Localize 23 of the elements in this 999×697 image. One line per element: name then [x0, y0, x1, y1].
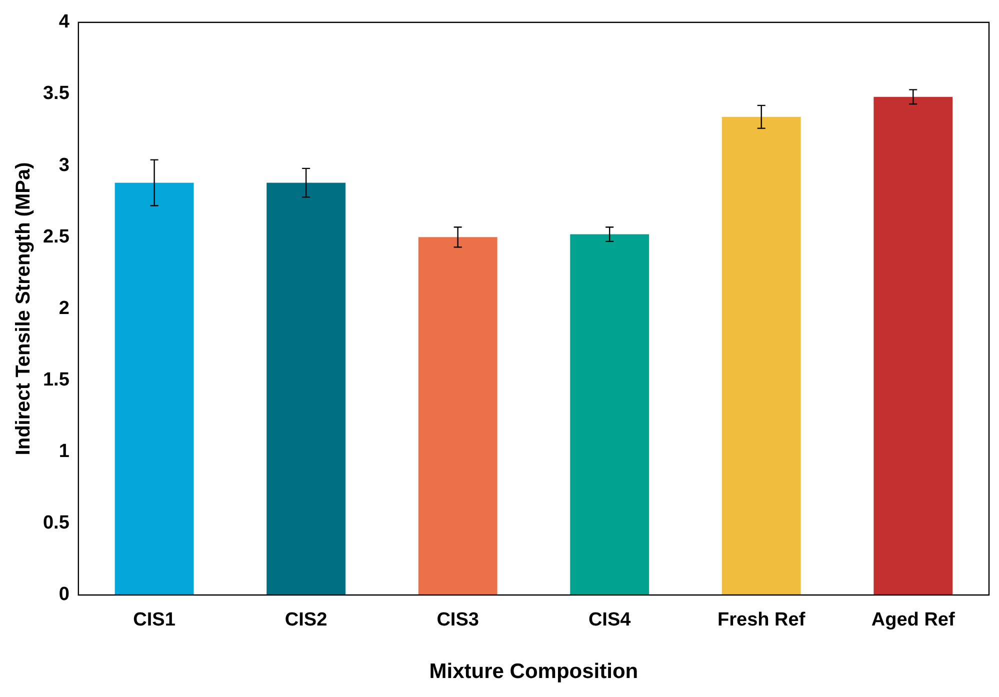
y-tick-label: 2 [58, 298, 70, 319]
bar [874, 96, 953, 595]
y-tick-label: 2.5 [42, 226, 70, 248]
bar [114, 182, 194, 595]
y-axis-title: Indirect Tensile Strength (MPa) [12, 162, 35, 456]
bar [722, 116, 801, 595]
bar [418, 237, 498, 595]
x-tick-label: CIS1 [133, 610, 176, 631]
bar [570, 234, 650, 595]
x-tick-label: Aged Ref [871, 610, 956, 631]
x-axis-title: Mixture Composition [429, 660, 638, 684]
y-tick-label: 1.5 [42, 370, 70, 391]
x-tick-label: CIS3 [436, 610, 479, 631]
x-tick-label: Fresh Ref [718, 610, 806, 631]
x-tick-label: CIS2 [284, 610, 328, 631]
x-tick-label: CIS4 [588, 610, 632, 631]
y-tick-label: 0 [58, 584, 70, 606]
y-tick-label: 4 [58, 12, 70, 33]
bar [266, 182, 346, 595]
y-tick-label: 3 [58, 154, 70, 176]
y-tick-label: 1 [58, 441, 70, 462]
y-tick-label: 0.5 [42, 512, 70, 534]
y-tick-label: 3.5 [42, 83, 70, 104]
